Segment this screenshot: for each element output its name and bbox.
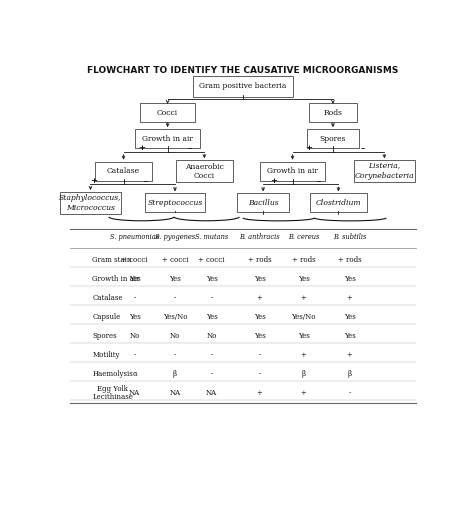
- Text: Spores: Spores: [319, 135, 346, 143]
- Text: + rods: + rods: [247, 256, 271, 264]
- Text: No: No: [129, 332, 140, 340]
- Text: Growth in air: Growth in air: [142, 135, 193, 143]
- Text: Staphylococcus,
Micrococcus: Staphylococcus, Micrococcus: [59, 194, 122, 212]
- Text: +: +: [301, 389, 306, 397]
- Text: Gram stain: Gram stain: [92, 256, 132, 264]
- FancyBboxPatch shape: [136, 129, 200, 148]
- Text: -: -: [210, 370, 213, 378]
- Text: Yes/No: Yes/No: [292, 313, 316, 321]
- Text: -: -: [133, 351, 136, 359]
- Text: -: -: [174, 294, 176, 302]
- FancyBboxPatch shape: [193, 76, 292, 97]
- Text: +: +: [256, 389, 262, 397]
- Text: Streptococcus: Streptococcus: [147, 199, 202, 207]
- Text: -: -: [210, 351, 213, 359]
- Text: NA: NA: [206, 389, 217, 397]
- Text: S. pyogenes: S. pyogenes: [155, 233, 195, 241]
- Text: Yes: Yes: [128, 275, 140, 283]
- Text: FLOWCHART TO IDENTIFY THE CAUSATIVE MICROORGANISMS: FLOWCHART TO IDENTIFY THE CAUSATIVE MICR…: [87, 66, 399, 75]
- Text: Yes: Yes: [298, 275, 310, 283]
- FancyBboxPatch shape: [176, 160, 233, 182]
- Text: Gram positive bacteria: Gram positive bacteria: [199, 82, 287, 91]
- FancyBboxPatch shape: [95, 162, 152, 181]
- Text: Egg Yolk
Lecithinase: Egg Yolk Lecithinase: [92, 385, 133, 402]
- Text: -: -: [174, 351, 176, 359]
- Text: +: +: [306, 144, 312, 152]
- Text: Yes: Yes: [206, 313, 218, 321]
- Text: Motility: Motility: [92, 351, 120, 359]
- Text: Yes: Yes: [169, 275, 181, 283]
- FancyBboxPatch shape: [309, 103, 357, 122]
- Text: +: +: [301, 294, 306, 302]
- Text: +: +: [91, 177, 98, 185]
- Text: β: β: [347, 370, 352, 378]
- FancyBboxPatch shape: [307, 129, 359, 148]
- Text: Capsule: Capsule: [92, 313, 120, 321]
- FancyBboxPatch shape: [140, 103, 195, 122]
- Text: –: –: [188, 144, 192, 152]
- Text: Yes: Yes: [344, 313, 356, 321]
- Text: Yes: Yes: [344, 275, 356, 283]
- Text: B. subtilis: B. subtilis: [333, 233, 366, 241]
- Text: β: β: [173, 370, 177, 378]
- Text: -: -: [348, 389, 351, 397]
- Text: Spores: Spores: [92, 332, 117, 340]
- Text: + cocci: + cocci: [121, 256, 148, 264]
- Text: +: +: [346, 294, 352, 302]
- Text: Yes: Yes: [254, 313, 265, 321]
- Text: -: -: [210, 294, 213, 302]
- Text: Yes: Yes: [128, 313, 140, 321]
- Text: S. pneumoniae: S. pneumoniae: [110, 233, 159, 241]
- Text: -: -: [133, 294, 136, 302]
- Text: Cocci: Cocci: [157, 109, 178, 116]
- Text: NA: NA: [129, 389, 140, 397]
- Text: B. cereus: B. cereus: [288, 233, 319, 241]
- Text: Yes: Yes: [206, 275, 218, 283]
- Text: +: +: [256, 294, 262, 302]
- Text: Rods: Rods: [323, 109, 342, 116]
- Text: + rods: + rods: [337, 256, 361, 264]
- Text: Catalase: Catalase: [107, 167, 140, 175]
- Text: Listeria,
Corynebacteria: Listeria, Corynebacteria: [355, 163, 414, 180]
- Text: No: No: [170, 332, 180, 340]
- Text: -: -: [258, 351, 261, 359]
- Text: No: No: [207, 332, 217, 340]
- Text: Clostridium: Clostridium: [316, 199, 361, 207]
- Text: Anaerobic
Cocci: Anaerobic Cocci: [185, 163, 224, 180]
- Text: + cocci: + cocci: [162, 256, 188, 264]
- Text: –: –: [360, 144, 365, 152]
- Text: +: +: [346, 351, 352, 359]
- Text: Catalase: Catalase: [92, 294, 123, 302]
- Text: Haemolysis: Haemolysis: [92, 370, 133, 378]
- Text: NA: NA: [169, 389, 181, 397]
- Text: S. mutans: S. mutans: [195, 233, 228, 241]
- Text: +: +: [138, 144, 146, 152]
- Text: Yes: Yes: [254, 275, 265, 283]
- FancyBboxPatch shape: [310, 194, 367, 213]
- FancyBboxPatch shape: [60, 192, 121, 214]
- Text: Growth in air: Growth in air: [92, 275, 140, 283]
- Text: Yes: Yes: [254, 332, 265, 340]
- Text: β: β: [301, 370, 306, 378]
- Text: -: -: [258, 370, 261, 378]
- FancyBboxPatch shape: [260, 162, 325, 181]
- Text: + rods: + rods: [292, 256, 315, 264]
- FancyBboxPatch shape: [237, 194, 289, 213]
- Text: Yes/No: Yes/No: [163, 313, 187, 321]
- Text: +: +: [271, 177, 278, 185]
- Text: –: –: [317, 177, 321, 185]
- Text: Bacillus: Bacillus: [248, 199, 278, 207]
- Text: Growth in air: Growth in air: [267, 167, 318, 175]
- Text: Yes: Yes: [298, 332, 310, 340]
- FancyBboxPatch shape: [145, 194, 205, 213]
- Text: α: α: [132, 370, 137, 378]
- Text: +: +: [301, 351, 306, 359]
- FancyBboxPatch shape: [354, 160, 415, 182]
- Text: + cocci: + cocci: [199, 256, 225, 264]
- Text: Yes: Yes: [344, 332, 356, 340]
- Text: B. anthracis: B. anthracis: [239, 233, 280, 241]
- Text: –: –: [144, 177, 148, 185]
